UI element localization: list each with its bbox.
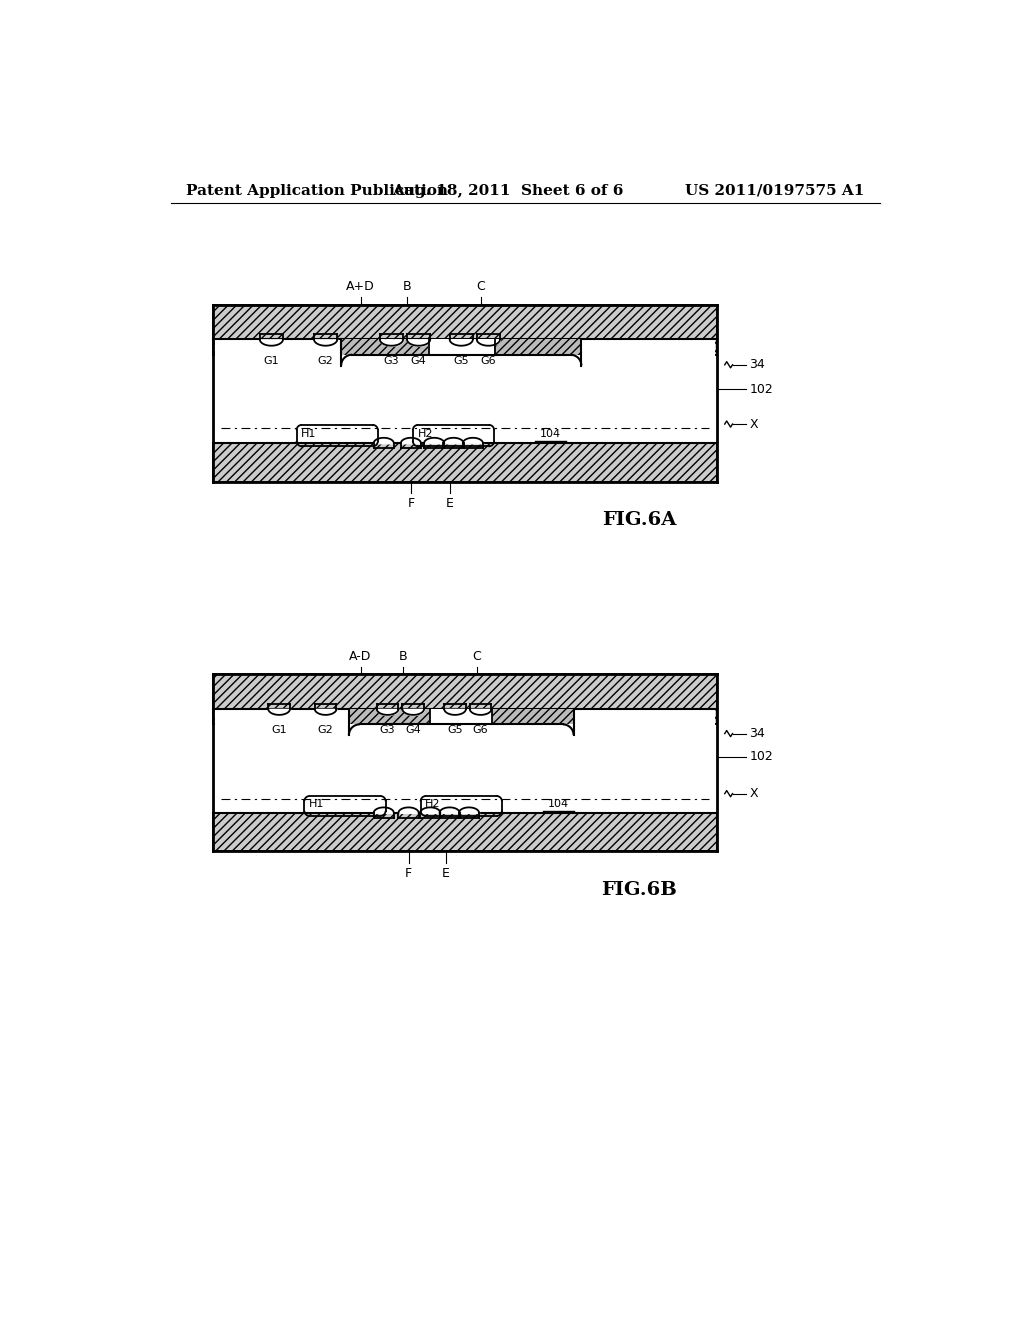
Text: US 2011/0197575 A1: US 2011/0197575 A1 (685, 183, 864, 198)
Text: G3: G3 (384, 356, 399, 366)
Text: G1: G1 (263, 356, 280, 366)
Text: H2: H2 (418, 429, 433, 440)
Bar (430, 709, 493, 725)
Text: E: E (445, 498, 454, 511)
Text: F: F (408, 498, 415, 511)
Text: G6: G6 (480, 356, 497, 366)
Text: G2: G2 (317, 725, 334, 735)
Text: B: B (398, 649, 408, 663)
Text: G5: G5 (447, 725, 463, 735)
Text: G4: G4 (406, 725, 421, 735)
Text: 102: 102 (750, 750, 773, 763)
Text: H2: H2 (425, 800, 440, 809)
Bar (428, 339, 495, 355)
Bar (341, 339, 428, 355)
Bar (213, 813, 717, 851)
Text: 104: 104 (548, 800, 568, 809)
Bar (493, 709, 573, 725)
Text: Aug. 18, 2011  Sheet 6 of 6: Aug. 18, 2011 Sheet 6 of 6 (392, 183, 624, 198)
Text: A+D: A+D (346, 280, 375, 293)
Text: X: X (750, 787, 758, 800)
Text: G2: G2 (317, 356, 334, 366)
Text: FIG.6A: FIG.6A (602, 511, 677, 529)
Text: 34: 34 (750, 727, 765, 741)
Text: C: C (472, 649, 481, 663)
Text: 104: 104 (540, 429, 561, 440)
Bar (215, 709, 716, 813)
Text: A-D: A-D (349, 649, 372, 663)
Bar (215, 339, 716, 444)
Text: F: F (404, 867, 412, 880)
Text: C: C (476, 280, 485, 293)
Text: E: E (441, 867, 450, 880)
Text: H1: H1 (309, 800, 325, 809)
Bar (213, 305, 717, 355)
Text: Patent Application Publication: Patent Application Publication (186, 183, 449, 198)
Text: G4: G4 (411, 356, 427, 366)
Text: X: X (750, 417, 758, 430)
Text: FIG.6B: FIG.6B (601, 880, 678, 899)
Text: G5: G5 (454, 356, 469, 366)
Text: H1: H1 (301, 429, 316, 440)
Text: B: B (402, 280, 412, 293)
Bar (213, 444, 717, 482)
Text: G1: G1 (271, 725, 287, 735)
Text: 34: 34 (750, 358, 765, 371)
Bar (349, 709, 430, 725)
Text: 102: 102 (750, 383, 773, 396)
Text: G6: G6 (473, 725, 488, 735)
Text: G3: G3 (380, 725, 395, 735)
Bar (495, 339, 582, 355)
Bar (213, 675, 717, 725)
